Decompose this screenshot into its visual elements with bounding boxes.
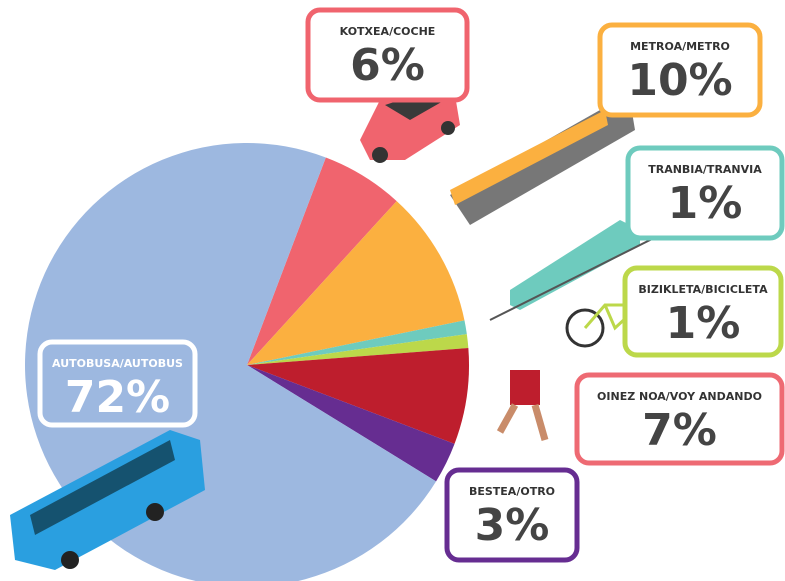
pie-slice xyxy=(247,320,467,365)
illustrations xyxy=(10,85,665,570)
label-box xyxy=(597,22,763,118)
category-label: OINEZ NOA/VOY ANDANDO xyxy=(597,390,762,403)
category-label: AUTOBUSA/AUTOBUS xyxy=(52,357,183,370)
category-label: BIZIKLETA/BICICLETA xyxy=(638,283,768,296)
value-label: 7% xyxy=(642,405,717,456)
value-label: 10% xyxy=(627,55,732,106)
pie-slice xyxy=(247,157,397,365)
pie-slice xyxy=(247,201,465,365)
category-label: TRANBIA/TRANVIA xyxy=(648,163,762,176)
value-label: 6% xyxy=(350,40,425,91)
value-label: 1% xyxy=(668,178,743,229)
labels: KOTXEA/COCHE 6% METROA/METRO 10% TRANBIA/TRA… xyxy=(37,7,785,563)
category-label: KOTXEA/COCHE xyxy=(340,25,436,38)
walker-icon xyxy=(496,370,549,441)
label-box xyxy=(444,467,580,563)
category-label: METROA/METRO xyxy=(630,40,730,53)
label-box xyxy=(574,372,785,466)
bus-icon xyxy=(10,430,205,570)
metro-icon xyxy=(450,100,635,225)
pie-slice xyxy=(247,365,455,482)
value-label: 72% xyxy=(65,372,170,423)
pie-slice xyxy=(247,347,469,444)
tram-icon xyxy=(489,220,661,321)
category-label: BESTEA/OTRO xyxy=(469,485,555,498)
pie-slice xyxy=(247,334,469,365)
label-box xyxy=(305,7,470,103)
value-label: 1% xyxy=(666,298,741,349)
label-box xyxy=(37,339,198,428)
label-box xyxy=(625,145,785,241)
label-box xyxy=(622,265,784,358)
value-label: 3% xyxy=(475,500,550,551)
